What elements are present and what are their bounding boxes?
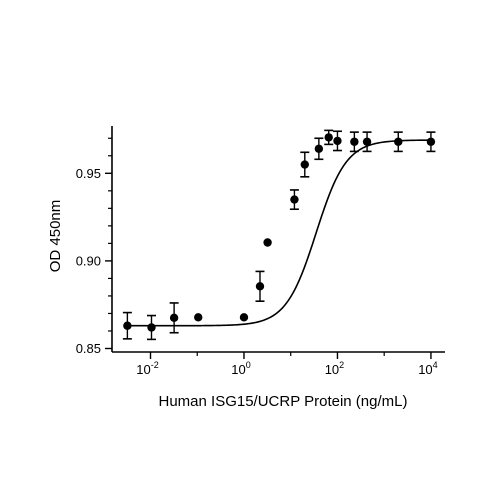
x-tick-label: 10-2 [136, 360, 158, 377]
y-tick-label: 0.95 [76, 166, 101, 181]
x-tick-label: 100 [231, 360, 250, 377]
data-point [426, 137, 436, 146]
data-point [333, 136, 342, 146]
data-point [362, 137, 372, 146]
x-tick-label: 102 [325, 360, 344, 377]
data-point [290, 195, 299, 204]
x-axis-title: Human ISG15/UCRP Protein (ng/mL) [159, 393, 408, 410]
data-point [324, 133, 333, 142]
data-point [350, 137, 359, 146]
data-point [394, 137, 403, 146]
data-point [300, 160, 309, 169]
data-point [123, 321, 132, 330]
data-point [147, 323, 156, 332]
data-point [314, 144, 324, 153]
data-point [194, 313, 203, 322]
data-point [239, 313, 249, 322]
data-point [263, 238, 272, 247]
y-axis-title: OD 450nm [47, 200, 64, 273]
data-point [169, 313, 179, 323]
y-tick-label: 0.85 [76, 341, 101, 356]
data-point [255, 282, 265, 291]
axes: 0.85 0.90 0.95 10-2 100 102 104 [76, 126, 445, 377]
y-tick-label: 0.90 [76, 253, 101, 268]
fit-curve [127, 139, 431, 327]
x-tick-label: 104 [418, 360, 437, 377]
plot-area [122, 129, 436, 341]
